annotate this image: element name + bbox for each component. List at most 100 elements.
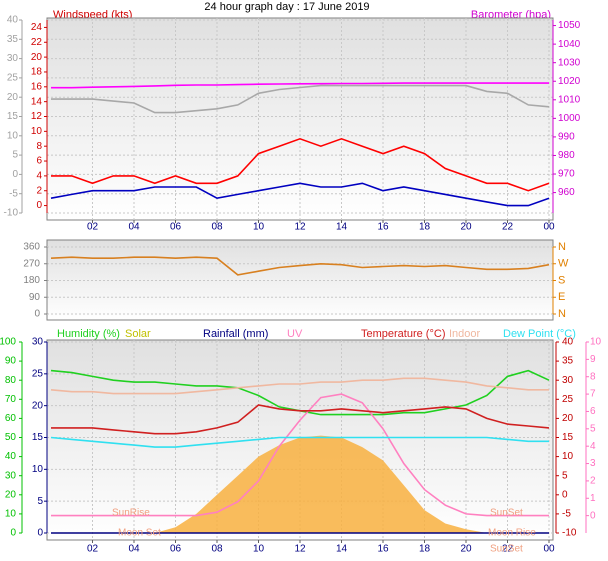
line	[51, 393, 549, 517]
y-tick-label: 2	[36, 185, 42, 196]
x-tick-label: 02	[87, 222, 99, 233]
y-tick-label: 1000	[558, 113, 581, 124]
y-tick-label: 1040	[558, 39, 581, 50]
y-tick-label: 360	[23, 242, 40, 253]
y-tick-label: 20	[31, 52, 43, 63]
y-tick-label: -5	[9, 188, 18, 199]
line	[50, 377, 549, 395]
y-tick-label: 0	[12, 169, 18, 180]
x-tick-label: 10	[253, 544, 265, 555]
y-tick-label: 4	[590, 441, 596, 452]
legend-entry: Dew Point (°C)	[503, 328, 576, 340]
y-tick-label: 22	[31, 37, 43, 48]
y-tick-label: 30	[562, 375, 574, 386]
y-tick-label: 16	[31, 81, 43, 92]
y-tick-label: 0	[590, 510, 596, 521]
y-tick-label: 80	[5, 375, 17, 386]
y-tick-label: 15	[32, 432, 44, 443]
y-tick-label: 10	[562, 451, 574, 462]
x-tick-label: 02	[87, 544, 99, 555]
x-tick-label: 10	[253, 222, 265, 233]
y-tick-label: 20	[562, 413, 574, 424]
line	[50, 436, 549, 448]
y-tick-label: 8	[36, 141, 42, 152]
y-tick-label: 10	[5, 509, 17, 520]
y-tick-label: 0	[37, 528, 43, 539]
y-tick-label: 90	[29, 292, 41, 303]
y-tick-label: 40	[562, 337, 574, 348]
line	[51, 84, 550, 114]
x-tick-label: 04	[128, 222, 140, 233]
y-tick-label: 6	[36, 156, 42, 167]
y-tick-label: 24	[31, 22, 43, 33]
legend-entry: Humidity (%)	[57, 328, 120, 340]
y-tick-label: 980	[558, 150, 575, 161]
y-tick-label: -10	[4, 208, 19, 219]
x-tick-label: 18	[419, 222, 431, 233]
y-tick-label: 270	[23, 258, 40, 269]
annotation: SunSet	[490, 544, 523, 555]
legend-entry: Temperature (°C)	[361, 328, 445, 340]
y-tick-label: 40	[5, 451, 17, 462]
y-tick-label: 15	[562, 432, 574, 443]
annotation: Moon Set	[118, 528, 161, 539]
y-tick-label: 15	[7, 111, 19, 122]
y-tick-label: 9	[590, 354, 596, 365]
y-tick-label: 0	[36, 200, 42, 211]
x-tick-label: 00	[543, 222, 555, 233]
y-tick-label: 7	[590, 389, 596, 400]
y-tick-label: 10	[32, 464, 44, 475]
y-tick-label: 970	[558, 169, 575, 180]
y-tick-label: 30	[7, 53, 19, 64]
y-tick-label: 5	[590, 423, 596, 434]
y-tick-label: N	[558, 308, 566, 320]
y-tick-label: 25	[7, 73, 19, 84]
legend-entry: Rainfall (mm)	[203, 328, 268, 340]
y-tick-label: 20	[7, 92, 19, 103]
y-tick-label: E	[558, 291, 565, 303]
area	[51, 435, 549, 533]
legend-entry: UV	[287, 328, 303, 340]
y-tick-label: 0	[10, 528, 16, 539]
y-tick-label: 5	[12, 150, 18, 161]
legend-entry: Solar	[125, 328, 151, 340]
y-tick-label: 10	[590, 337, 602, 348]
line	[51, 82, 549, 89]
y-tick-label: 10	[31, 126, 43, 137]
y-tick-label: 14	[31, 96, 43, 107]
y-tick-label: 3	[590, 458, 596, 469]
y-tick-label: 50	[5, 432, 17, 443]
x-tick-label: 16	[377, 544, 389, 555]
x-tick-label: 12	[294, 222, 306, 233]
y-tick-label: 25	[562, 394, 574, 405]
y-tick-label: S	[558, 274, 565, 286]
y-tick-label: 70	[5, 394, 17, 405]
y-tick-label: 35	[7, 34, 19, 45]
y-tick-label: -5	[562, 509, 571, 520]
y-tick-label: 90	[5, 356, 17, 367]
y-tick-label: 6	[590, 406, 596, 417]
annotation: SunRise	[112, 508, 150, 519]
y-tick-label: 1010	[558, 94, 581, 105]
x-tick-label: 14	[336, 222, 348, 233]
x-tick-label: 08	[211, 222, 223, 233]
line	[50, 256, 550, 276]
y-tick-label: 0	[34, 309, 40, 320]
y-tick-label: 12	[31, 111, 43, 122]
x-tick-label: 12	[294, 544, 306, 555]
y-tick-label: 8	[590, 371, 596, 382]
y-tick-label: 5	[562, 470, 568, 481]
y-tick-label: 1	[590, 493, 596, 504]
y-tick-label: 180	[23, 275, 40, 286]
y-tick-label: 1030	[558, 57, 581, 68]
x-tick-label: 14	[336, 544, 348, 555]
x-tick-label: 18	[419, 544, 431, 555]
y-tick-label: 960	[558, 187, 575, 198]
y-tick-label: 4	[36, 171, 42, 182]
y-tick-label: 25	[32, 368, 44, 379]
y-tick-label: 990	[558, 132, 575, 143]
x-tick-label: 22	[502, 222, 514, 233]
y-tick-label: 40	[7, 15, 19, 26]
y-tick-label: 30	[32, 337, 44, 348]
y-tick-label: 100	[0, 337, 16, 348]
